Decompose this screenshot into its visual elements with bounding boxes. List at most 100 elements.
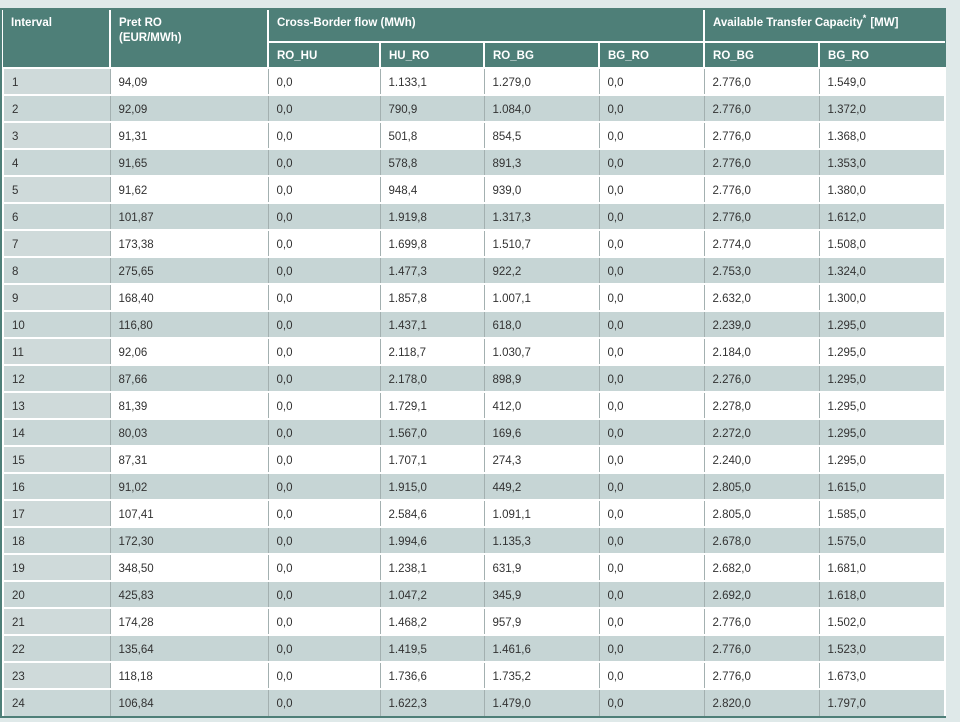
table-header: Interval Pret RO (EUR/MWh) Cross-Border … [3, 10, 946, 68]
cell-ro-hu: 0,0 [267, 472, 380, 500]
cell-hu-ro: 1.238,1 [379, 553, 484, 581]
cell-pret-ro: 87,66 [109, 364, 268, 392]
table-row: 18 172,30 0,0 1.994,6 1.135,3 0,0 2.678,0 1.575… [2, 526, 947, 554]
cell-hu-ro: 1.047,2 [379, 580, 484, 608]
atc-unit: [MW] [870, 17, 899, 29]
cell-atc-bg-ro: 1.295,0 [818, 337, 947, 365]
cell-bg-ro: 0,0 [598, 283, 705, 311]
cell-atc-ro-bg: 2.272,0 [703, 418, 820, 446]
cell-hu-ro: 2.118,7 [379, 337, 484, 365]
cell-ro-bg: 1.135,3 [483, 526, 599, 554]
cell-interval: 3 [2, 121, 110, 149]
cell-bg-ro: 0,0 [598, 337, 705, 365]
cell-ro-bg: 274,3 [483, 445, 599, 473]
cell-hu-ro: 1.419,5 [379, 634, 484, 662]
cell-atc-bg-ro: 1.300,0 [818, 283, 947, 311]
cell-atc-bg-ro: 1.797,0 [818, 688, 947, 716]
cell-atc-ro-bg: 2.184,0 [703, 337, 820, 365]
col-header-pret-ro: Pret RO (EUR/MWh) [109, 10, 268, 68]
cell-pret-ro: 116,80 [109, 310, 268, 338]
cell-atc-ro-bg: 2.776,0 [703, 175, 820, 203]
table-row: 21 174,28 0,0 1.468,2 957,9 0,0 2.776,0 1.502,0 [2, 607, 947, 635]
col-header-atc-bg-ro: BG_RO [818, 41, 946, 68]
cell-atc-ro-bg: 2.240,0 [703, 445, 820, 473]
cell-bg-ro: 0,0 [598, 634, 705, 662]
cell-bg-ro: 0,0 [598, 418, 705, 446]
cell-ro-hu: 0,0 [267, 607, 380, 635]
cell-ro-bg: 345,9 [483, 580, 599, 608]
cell-ro-bg: 1.279,0 [483, 67, 599, 95]
col-header-interval: Interval [3, 10, 110, 68]
cell-bg-ro: 0,0 [598, 364, 705, 392]
cell-ro-hu: 0,0 [267, 445, 380, 473]
table-row: 12 87,66 0,0 2.178,0 898,9 0,0 2.276,0 1.295,0 [2, 364, 947, 392]
cell-atc-ro-bg: 2.776,0 [703, 202, 820, 230]
cell-ro-bg: 412,0 [483, 391, 599, 419]
cell-atc-bg-ro: 1.549,0 [818, 67, 947, 95]
cell-hu-ro: 1.915,0 [379, 472, 484, 500]
cell-atc-bg-ro: 1.615,0 [818, 472, 947, 500]
cell-bg-ro: 0,0 [598, 148, 705, 176]
cell-atc-bg-ro: 1.673,0 [818, 661, 947, 689]
cell-hu-ro: 1.736,6 [379, 661, 484, 689]
cell-hu-ro: 501,8 [379, 121, 484, 149]
cell-interval: 9 [2, 283, 110, 311]
cell-hu-ro: 1.699,8 [379, 229, 484, 257]
cell-interval: 23 [2, 661, 110, 689]
cell-ro-bg: 618,0 [483, 310, 599, 338]
market-results-table: Interval Pret RO (EUR/MWh) Cross-Border … [2, 10, 947, 716]
col-header-atc-ro-bg: RO_BG [703, 41, 820, 68]
cell-ro-bg: 1.461,6 [483, 634, 599, 662]
atc-label: Available Transfer Capacity [713, 17, 863, 29]
cell-atc-bg-ro: 1.508,0 [818, 229, 947, 257]
cell-atc-ro-bg: 2.692,0 [703, 580, 820, 608]
cell-bg-ro: 0,0 [598, 688, 705, 716]
cell-ro-hu: 0,0 [267, 364, 380, 392]
col-header-ro-bg: RO_BG [483, 41, 599, 68]
cell-bg-ro: 0,0 [598, 526, 705, 554]
cell-atc-bg-ro: 1.368,0 [818, 121, 947, 149]
cell-ro-bg: 169,6 [483, 418, 599, 446]
cell-atc-bg-ro: 1.372,0 [818, 94, 947, 122]
cell-atc-ro-bg: 2.805,0 [703, 499, 820, 527]
cell-ro-bg: 939,0 [483, 175, 599, 203]
cell-interval: 18 [2, 526, 110, 554]
cell-ro-hu: 0,0 [267, 337, 380, 365]
header-row-groups: Interval Pret RO (EUR/MWh) Cross-Border … [3, 10, 946, 68]
cell-pret-ro: 107,41 [109, 499, 268, 527]
table-row: 11 92,06 0,0 2.118,7 1.030,7 0,0 2.184,0 1.295,… [2, 337, 947, 365]
cell-ro-hu: 0,0 [267, 256, 380, 284]
cell-pret-ro: 80,03 [109, 418, 268, 446]
cell-bg-ro: 0,0 [598, 499, 705, 527]
col-header-bg-ro: BG_RO [597, 41, 705, 68]
cell-hu-ro: 1.567,0 [379, 418, 484, 446]
cell-atc-bg-ro: 1.295,0 [818, 445, 947, 473]
cell-interval: 19 [2, 553, 110, 581]
cell-atc-ro-bg: 2.776,0 [703, 94, 820, 122]
cell-hu-ro: 1.477,3 [379, 256, 484, 284]
atc-footnote-marker: * [862, 13, 867, 24]
cell-atc-bg-ro: 1.575,0 [818, 526, 947, 554]
cell-atc-ro-bg: 2.774,0 [703, 229, 820, 257]
cell-pret-ro: 101,87 [109, 202, 268, 230]
cell-bg-ro: 0,0 [598, 67, 705, 95]
table-row: 16 91,02 0,0 1.915,0 449,2 0,0 2.805,0 1.615,0 [2, 472, 947, 500]
cell-ro-hu: 0,0 [267, 688, 380, 716]
cell-bg-ro: 0,0 [598, 175, 705, 203]
cell-bg-ro: 0,0 [598, 445, 705, 473]
cell-hu-ro: 1.133,1 [379, 67, 484, 95]
cell-pret-ro: 91,02 [109, 472, 268, 500]
table-body: 1 94,09 0,0 1.133,1 1.279,0 0,0 2.776,0 1.549,0… [2, 67, 947, 716]
table-row: 2 92,09 0,0 790,9 1.084,0 0,0 2.776,0 1.372,0 [2, 94, 947, 122]
table-row: 7 173,38 0,0 1.699,8 1.510,7 0,0 2.774,0 1.508,… [2, 229, 947, 257]
cell-ro-hu: 0,0 [267, 94, 380, 122]
cell-atc-bg-ro: 1.353,0 [818, 148, 947, 176]
table-row: 10 116,80 0,0 1.437,1 618,0 0,0 2.239,0 1.295,0 [2, 310, 947, 338]
cell-ro-hu: 0,0 [267, 283, 380, 311]
cell-hu-ro: 1.622,3 [379, 688, 484, 716]
cell-interval: 22 [2, 634, 110, 662]
cell-ro-hu: 0,0 [267, 634, 380, 662]
cell-atc-ro-bg: 2.776,0 [703, 607, 820, 635]
cell-interval: 24 [2, 688, 110, 716]
